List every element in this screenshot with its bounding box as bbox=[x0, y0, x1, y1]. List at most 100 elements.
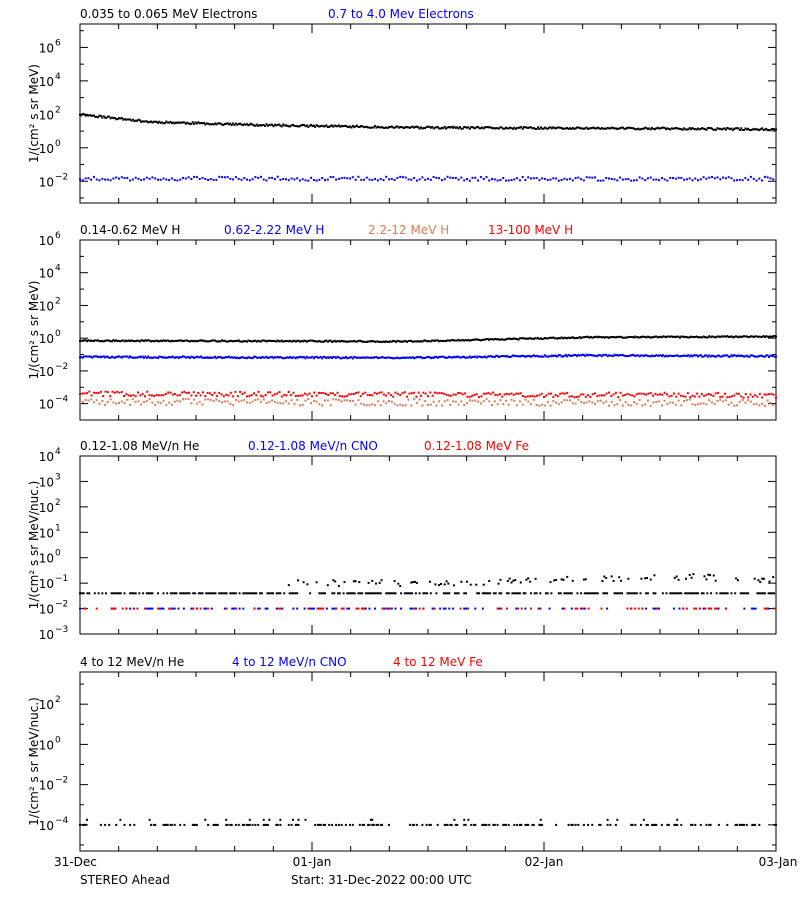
data-point-protons-s0 bbox=[193, 340, 196, 343]
data-point-protons-s3 bbox=[220, 393, 223, 396]
data-point-he_low-s3 bbox=[340, 607, 343, 610]
data-point-protons-s0 bbox=[91, 340, 94, 342]
data-point-electrons-s0 bbox=[375, 126, 378, 129]
data-point-protons-s1 bbox=[759, 354, 762, 357]
data-point-he_low-s1 bbox=[555, 578, 558, 581]
data-point-he_low-s0 bbox=[723, 592, 725, 595]
data-point-protons-s2 bbox=[118, 402, 120, 405]
data-point-protons-s2 bbox=[101, 400, 104, 402]
data-point-protons-s3 bbox=[92, 391, 95, 394]
data-point-protons-s0 bbox=[87, 339, 90, 342]
data-point-he_high-s0 bbox=[265, 823, 268, 826]
data-point-electrons-s0 bbox=[708, 127, 711, 130]
data-point-protons-s3 bbox=[215, 394, 218, 397]
data-point-protons-s3 bbox=[447, 394, 450, 397]
data-point-protons-s1 bbox=[486, 355, 489, 358]
data-point-he_high-s0 bbox=[436, 823, 439, 826]
data-point-protons-s1 bbox=[563, 355, 566, 358]
data-point-protons-s0 bbox=[116, 340, 119, 343]
data-point-he_high-s0 bbox=[226, 823, 229, 826]
data-point-he_low-s2 bbox=[498, 607, 501, 610]
data-point-he_high-s0 bbox=[83, 823, 86, 826]
data-point-he_low-s1 bbox=[653, 574, 656, 577]
data-point-protons-s2 bbox=[466, 402, 468, 405]
data-point-protons-s2 bbox=[518, 400, 521, 403]
data-point-protons-s0 bbox=[471, 338, 474, 341]
data-point-electrons-s0 bbox=[197, 121, 200, 124]
data-point-protons-s1 bbox=[368, 356, 371, 359]
data-point-electrons-s0 bbox=[112, 117, 115, 120]
data-point-protons-s3 bbox=[772, 393, 775, 396]
data-point-protons-s0 bbox=[168, 340, 171, 342]
data-point-electrons-s0 bbox=[415, 125, 418, 128]
data-point-protons-s3 bbox=[380, 391, 383, 394]
data-point-protons-s0 bbox=[145, 339, 148, 342]
data-point-he_low-s0 bbox=[426, 592, 429, 595]
data-point-protons-s2 bbox=[90, 398, 93, 401]
data-point-protons-s1 bbox=[638, 355, 641, 358]
data-point-he_low-s0 bbox=[580, 592, 583, 595]
data-point-protons-s0 bbox=[138, 340, 141, 343]
data-point-he_low-s0 bbox=[567, 592, 570, 595]
data-point-he_high-s0 bbox=[425, 823, 428, 826]
data-point-protons-s3 bbox=[661, 393, 664, 396]
data-point-protons-s2 bbox=[218, 400, 221, 403]
data-point-protons-s0 bbox=[342, 340, 345, 343]
data-point-electrons-s1 bbox=[401, 176, 404, 179]
data-point-protons-s0 bbox=[546, 337, 549, 340]
data-point-electrons-s0 bbox=[738, 129, 741, 131]
data-point-protons-s1 bbox=[233, 356, 236, 359]
y-tick-exponent-protons: 4 bbox=[55, 264, 61, 274]
data-point-protons-s3 bbox=[594, 392, 596, 395]
data-point-protons-s0 bbox=[527, 337, 530, 340]
data-point-he_low-s0 bbox=[678, 592, 681, 595]
data-point-protons-s1 bbox=[463, 356, 466, 358]
data-point-electrons-s0 bbox=[489, 126, 492, 129]
data-point-protons-s3 bbox=[266, 391, 269, 394]
data-point-electrons-s0 bbox=[414, 125, 417, 128]
data-point-protons-s1 bbox=[493, 356, 496, 359]
data-point-electrons-s1 bbox=[410, 178, 413, 181]
data-point-protons-s3 bbox=[362, 392, 364, 395]
data-point-he_high-s0 bbox=[169, 823, 172, 826]
data-point-electrons-s0 bbox=[644, 126, 647, 129]
data-point-protons-s3 bbox=[427, 395, 429, 398]
y-tick-label-electrons: 10 bbox=[39, 75, 54, 89]
data-point-protons-s0 bbox=[658, 336, 661, 339]
data-point-he_low-s0 bbox=[201, 592, 204, 595]
data-point-he_low-s2 bbox=[654, 607, 657, 610]
data-point-he_high-s0 bbox=[191, 823, 194, 826]
data-point-protons-s1 bbox=[609, 354, 612, 357]
data-point-protons-s1 bbox=[251, 357, 254, 360]
data-point-he_high-s0 bbox=[367, 823, 370, 826]
data-point-protons-s0 bbox=[169, 340, 172, 343]
data-point-electrons-s1 bbox=[457, 178, 460, 181]
data-point-electrons-s1 bbox=[79, 178, 81, 181]
data-point-protons-s0 bbox=[208, 340, 211, 343]
data-point-electrons-s0 bbox=[580, 127, 583, 130]
data-point-he_high-s0 bbox=[538, 823, 541, 826]
data-point-protons-s2 bbox=[761, 402, 764, 405]
data-point-protons-s1 bbox=[432, 357, 435, 359]
data-point-protons-s1 bbox=[294, 357, 297, 360]
data-point-protons-s1 bbox=[154, 356, 157, 359]
data-point-protons-s0 bbox=[717, 335, 720, 338]
data-point-he_low-s0 bbox=[268, 592, 271, 595]
data-point-protons-s2 bbox=[711, 401, 713, 404]
data-point-protons-s0 bbox=[761, 336, 764, 339]
data-point-he_high-s0 bbox=[216, 823, 219, 826]
data-point-he_high-s0 bbox=[214, 823, 216, 826]
data-point-protons-s0 bbox=[200, 339, 203, 342]
data-point-protons-s1 bbox=[329, 356, 332, 359]
data-point-protons-s3 bbox=[566, 391, 569, 394]
data-point-protons-s2 bbox=[496, 403, 499, 406]
data-point-protons-s1 bbox=[353, 355, 356, 358]
data-point-protons-s3 bbox=[283, 393, 286, 396]
data-point-protons-s3 bbox=[468, 395, 471, 398]
data-point-he_high-s0 bbox=[331, 823, 333, 826]
data-point-protons-s1 bbox=[301, 356, 304, 359]
data-point-protons-s2 bbox=[605, 400, 608, 403]
data-point-he_high-s0 bbox=[571, 823, 574, 826]
data-point-protons-s1 bbox=[685, 354, 688, 357]
data-point-electrons-s0 bbox=[195, 122, 198, 125]
